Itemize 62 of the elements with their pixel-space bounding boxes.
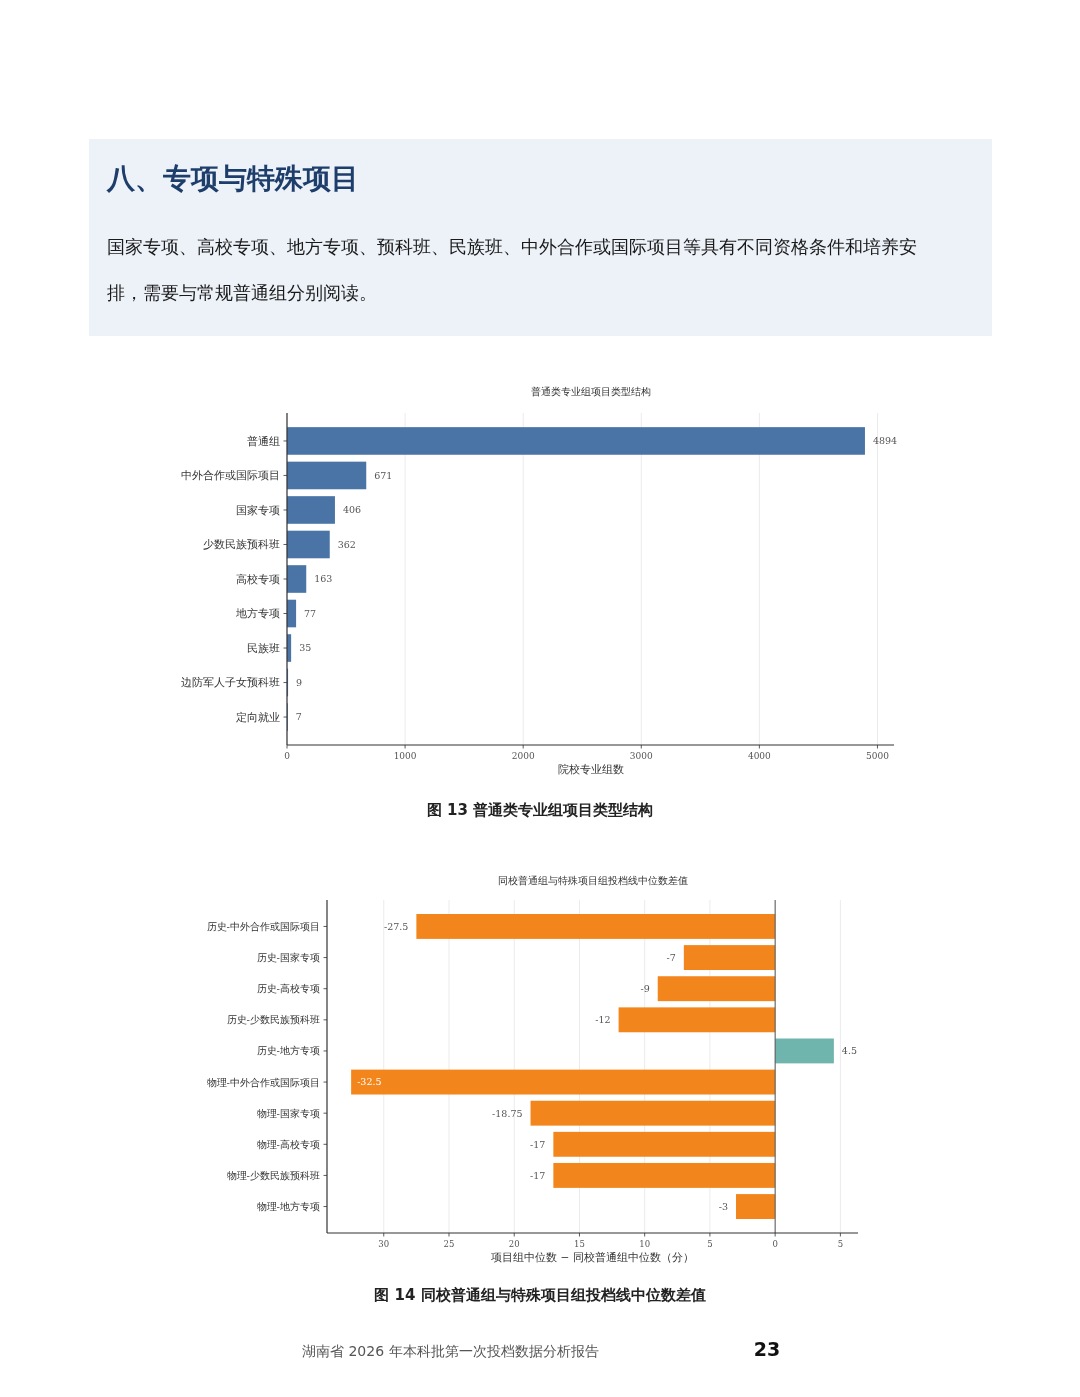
x-tick-label: 4000 [747,751,772,761]
data-label: -17 [530,1169,546,1181]
y-tick-label: 国家专项 [236,503,280,516]
data-label: 7 [295,711,302,723]
y-tick-label: 物理-地方专项 [256,1201,320,1213]
x-tick-label: 3000 [629,751,654,761]
text: 八、专项与特殊项目 [106,162,359,195]
chart-title: 同校普通组与特殊项目组投档线中位数差值 [497,875,688,886]
data-label: 77 [304,607,317,619]
x-tick-label: 5000 [866,751,890,761]
y-tick-label: 民族班 [247,641,280,654]
chart-title: 普通类专业组项目类型结构 [530,386,651,397]
data-label: 671 [374,469,393,481]
text: 湖南省 2026 年本科批第一次投档数据分析报告 [302,1343,599,1359]
x-tick-label: 5 [707,1239,713,1249]
x-tick-label: 0 [772,1239,778,1249]
y-tick-label: 高校专项 [236,572,280,585]
x-tick-label: 5 [837,1239,844,1249]
y-tick-label: 定向就业 [236,710,280,723]
data-label: 35 [299,642,312,654]
y-tick-label: 地方专项 [235,607,280,620]
y-tick-label: 历史-高校专项 [256,983,320,995]
y-tick-label: 边防军人子女预科班 [181,676,280,689]
y-tick-label: 普通组 [247,434,280,447]
x-tick-label: 25 [443,1239,455,1249]
x-tick-label: 15 [574,1239,585,1249]
data-label: -27.5 [383,920,409,932]
caption: 图 14 同校普通组与特殊项目组投档线中位数差值 [374,1286,706,1304]
y-tick-label: 中外合作或国际项目 [181,469,280,482]
y-tick-label: 历史-中外合作或国际项目 [206,920,320,932]
data-label: 163 [314,573,333,585]
x-tick-label: 10 [639,1239,651,1249]
y-tick-label: 历史-国家专项 [256,952,320,964]
x-axis-title: 项目组中位数 − 同校普通组中位数（分） [491,1251,694,1263]
y-tick-label: 少数民族预科班 [203,538,280,551]
x-tick-label: 30 [378,1239,390,1249]
text: 国家专项、高校专项、地方专项、预科班、民族班、中外合作或国际项目等具有不同资格条件和培养安排，需要与常规普通组分别阅读。 [107,236,917,303]
y-tick-label: 物理-少数民族预科班 [226,1169,320,1181]
data-label: 406 [342,504,362,516]
x-axis-title: 院校专业组数 [557,763,624,775]
x-tick-label: 2000 [511,751,535,761]
data-label: 4.5 [841,1045,857,1057]
y-tick-label: 物理-高校专项 [256,1138,320,1150]
data-label: -9 [640,983,650,995]
y-tick-label: 历史-少数民族预科班 [226,1014,320,1026]
data-label: 9 [296,676,303,688]
y-tick-label: 物理-国家专项 [256,1107,320,1119]
x-tick-label: 0 [284,751,291,761]
data-label: -12 [595,1014,611,1026]
data-label: -17 [530,1138,546,1150]
text: 23 [753,1338,781,1360]
data-label: -3 [718,1200,729,1212]
data-label: 362 [337,538,356,550]
x-tick-label: 1000 [393,751,417,761]
y-tick-label: 物理-中外合作或国际项目 [206,1076,320,1088]
data-label: -7 [666,951,676,963]
data-label: -32.5 [357,1076,382,1088]
y-tick-label: 历史-地方专项 [256,1045,320,1057]
x-tick-label: 20 [508,1239,520,1249]
data-label: -18.75 [492,1107,523,1119]
caption: 图 13 普通类专业组项目类型结构 [426,801,654,819]
data-label: 4894 [872,435,898,447]
